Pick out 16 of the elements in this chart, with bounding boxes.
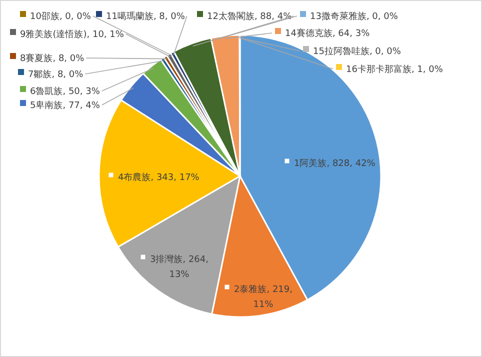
legend-label: 15拉阿魯哇族, 0, 0%	[313, 46, 402, 57]
legend-label: 7鄒族, 8, 0%	[28, 69, 84, 80]
legend-label: 8賽夏族, 8, 0%	[20, 53, 85, 64]
legend-label: 16卡那卡那富族, 1, 0%	[346, 64, 444, 75]
legend-label: 9雅美族(達悟族), 10, 1%	[20, 29, 124, 40]
legend-label: 11噶瑪蘭族, 8, 0%	[106, 11, 186, 22]
legend-label: 5卑南族, 77, 4%	[30, 100, 100, 111]
legend-label: 13撒奇萊雅族, 0, 0%	[310, 11, 398, 22]
legend-label: 1阿美族, 828, 42%	[294, 158, 376, 169]
legend-label: 12太魯閣族, 88, 4%	[207, 11, 292, 22]
legend-label: 10邵族, 0, 0%	[30, 11, 92, 22]
legend-label: 3排灣族, 264, 13%	[150, 254, 208, 280]
legend-label: 2泰雅族, 219, 11%	[234, 284, 292, 310]
legend-label: 6魯凱族, 50, 3%	[30, 86, 100, 97]
legend-label: 4布農族, 343, 17%	[118, 172, 200, 183]
legend-label: 14賽德克族, 64, 3%	[285, 28, 370, 39]
